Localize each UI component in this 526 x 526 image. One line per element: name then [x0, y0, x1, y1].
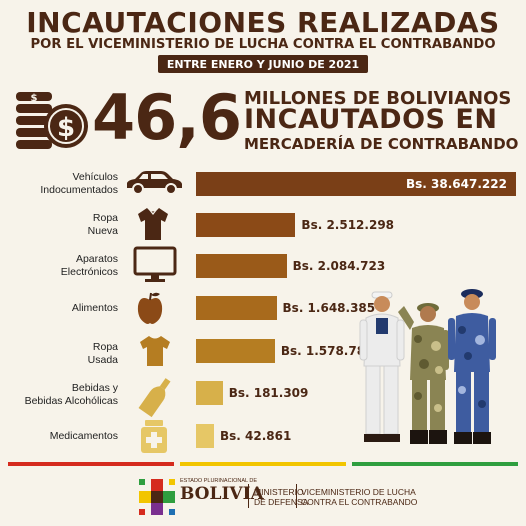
footer-line-red: [8, 462, 174, 466]
svg-text:$: $: [31, 93, 38, 104]
category-label: Ropa Usada: [87, 341, 118, 366]
category-label: Alimentos: [71, 302, 118, 314]
bar: [196, 381, 223, 405]
bar-value-label: Bs. 2.512.298: [301, 218, 395, 232]
footer-divider: [296, 484, 297, 508]
bar-value-label: Bs. 2.084.723: [292, 259, 386, 273]
bar-value-label: Bs. 38.647.222: [406, 177, 507, 191]
monitor-icon: [133, 246, 177, 282]
bar-value-label: Bs. 1.648.385: [282, 301, 376, 315]
state-label: ESTADO PLURINACIONAL DE: [180, 478, 258, 484]
bar: [196, 339, 275, 363]
total-amount: 46,6: [92, 81, 242, 154]
bar: [196, 424, 214, 448]
apple-icon: [137, 292, 163, 324]
footer-line-yellow: [180, 462, 346, 466]
headline-line-2: INCAUTADOS EN: [244, 104, 498, 135]
bar: [196, 213, 296, 237]
bar-value-label: Bs. 42.861: [220, 429, 292, 443]
medicine-icon: [141, 420, 167, 453]
headline-line-1: MILLONES DE BOLIVIANOS: [244, 88, 512, 109]
country-name: BOLIVIA: [180, 484, 264, 504]
ministry-name: MINISTERIO DE DEFENSA: [254, 487, 309, 507]
category-label: Aparatos Electrónicos: [60, 253, 118, 278]
soldiers-illustration: [359, 289, 496, 444]
car-icon: [127, 171, 182, 195]
headline-line-3: MERCADERÍA DE CONTRABANDO: [244, 135, 519, 153]
category-label: Ropa Nueva: [87, 212, 118, 237]
bottle-icon: [138, 378, 171, 418]
shirt-icon: [138, 208, 168, 240]
svg-text:$: $: [57, 113, 75, 143]
page-title: INCAUTACIONES REALIZADAS: [26, 6, 500, 39]
bolivia-emblem-icon: [139, 479, 175, 515]
footer-divider: [248, 484, 249, 508]
category-label: Bebidas y Bebidas Alcohólicas: [24, 382, 118, 407]
date-range-badge: ENTRE ENERO Y JUNIO DE 2021: [158, 55, 368, 73]
viceministry-name: VICEMINISTERIO DE LUCHA CONTRA EL CONTRAB…: [301, 487, 418, 507]
bar-value-label: Bs. 181.309: [228, 386, 309, 400]
bar: [196, 172, 516, 196]
tshirt-icon: [140, 336, 170, 366]
bar: [196, 254, 287, 278]
category-label: Medicamentos: [49, 430, 118, 442]
bar-value-label: Bs. 1.578.784: [280, 344, 374, 358]
coins-dollar-icon: $ $: [16, 92, 88, 149]
footer-line-green: [352, 462, 518, 466]
category-label: Vehículos Indocumentados: [40, 171, 118, 196]
page-subtitle: POR EL VICEMINISTERIO DE LUCHA CONTRA EL…: [30, 37, 496, 52]
bar: [196, 296, 277, 320]
